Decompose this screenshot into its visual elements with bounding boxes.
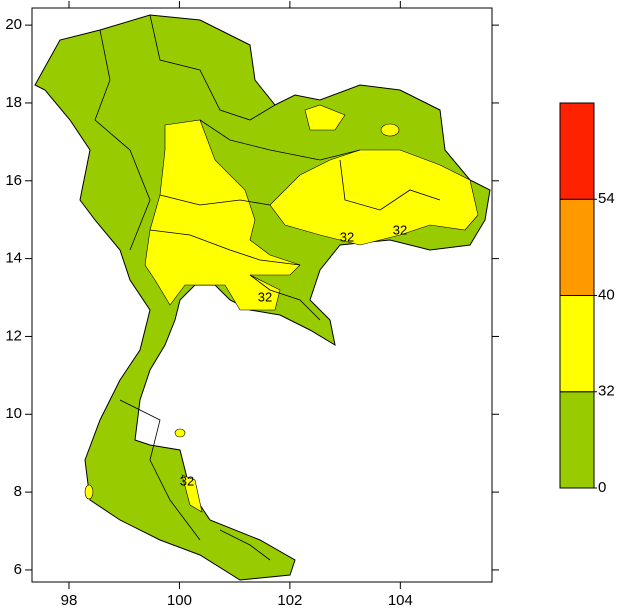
contour-label: 32 <box>258 289 272 304</box>
zone-32-40 <box>144 119 301 311</box>
zone-32-40 <box>84 484 94 500</box>
land <box>34 14 491 581</box>
colorbar-label: 40 <box>598 286 615 303</box>
colorbar-band <box>559 198 595 296</box>
province-border <box>199 119 361 161</box>
y-tick-label: 14 <box>5 250 22 267</box>
colorbar-label: 54 <box>598 190 615 207</box>
zone-32-40 <box>269 149 479 246</box>
province-border <box>149 229 301 266</box>
zone-32-40 <box>380 123 400 137</box>
y-tick-label: 18 <box>5 94 22 111</box>
y-tick-label: 20 <box>5 16 22 33</box>
province-border <box>219 529 271 561</box>
y-tick-label: 12 <box>5 327 22 344</box>
x-tick-label: 104 <box>388 592 413 609</box>
y-tick-label: 10 <box>5 405 22 422</box>
province-border <box>149 14 276 121</box>
zone-32-40 <box>174 428 186 438</box>
zone-32-40 <box>304 104 346 131</box>
colorbar-label: 32 <box>598 383 615 400</box>
zone-32-40 <box>181 474 203 513</box>
plot-frame <box>31 7 493 583</box>
colorbar-label: 0 <box>598 479 606 496</box>
province-border <box>249 274 321 321</box>
contour-label: 32 <box>180 473 194 488</box>
province-border <box>339 159 441 211</box>
contour-label: 32 <box>393 222 407 237</box>
colorbar-band <box>559 102 595 200</box>
y-tick-label: 16 <box>5 172 22 189</box>
province-border <box>159 194 271 206</box>
colorbar-band <box>559 295 595 393</box>
province-border <box>119 399 201 541</box>
y-tick-label: 6 <box>14 561 22 578</box>
x-tick-label: 102 <box>277 592 302 609</box>
x-tick-label: 100 <box>167 592 192 609</box>
contour-label: 32 <box>340 229 354 244</box>
colorbar-band <box>559 391 595 489</box>
x-tick-label: 98 <box>61 592 78 609</box>
province-border <box>94 29 151 251</box>
y-tick-label: 8 <box>14 483 22 500</box>
